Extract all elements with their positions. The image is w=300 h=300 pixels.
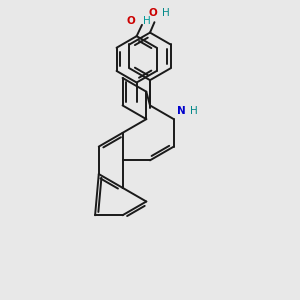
Text: O: O [126,16,135,26]
Text: O: O [148,8,157,18]
Text: N: N [177,106,185,116]
Text: H: H [163,8,170,18]
Text: H: H [143,16,151,26]
Text: H: H [190,106,198,116]
